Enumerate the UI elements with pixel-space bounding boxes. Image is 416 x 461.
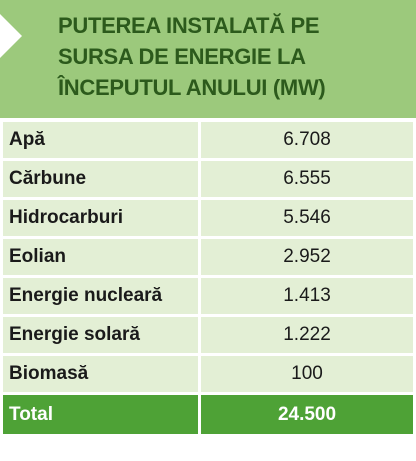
source-label: Energie solară — [0, 314, 201, 356]
table-row: Hidrocarburi 5.546 — [0, 197, 416, 239]
table-row: Energie solară 1.222 — [0, 314, 416, 356]
capacity-value: 5.546 — [198, 197, 416, 239]
title-line: ÎNCEPUTUL ANULUI (MW) — [58, 75, 326, 100]
capacity-value: 2.952 — [198, 236, 416, 278]
table-row: Apă 6.708 — [0, 119, 416, 161]
table: Apă 6.708 Cărbune 6.555 Hidrocarburi 5.546 Eol… — [0, 119, 416, 434]
table-row: Biomasă 100 — [0, 353, 416, 395]
title-line: PUTEREA INSTALATĂ PE — [58, 13, 320, 38]
table-row: Eolian 2.952 — [0, 236, 416, 278]
capacity-value: 100 — [198, 353, 416, 395]
header: PUTEREA INSTALATĂ PE SURSA DE ENERGIE LA Î… — [0, 0, 416, 118]
capacity-value: 1.413 — [198, 275, 416, 317]
table-body: Apă 6.708 Cărbune 6.555 Hidrocarburi 5.546 Eol… — [0, 119, 416, 434]
source-label: Hidrocarburi — [0, 197, 201, 239]
capacity-value: 1.222 — [198, 314, 416, 356]
source-label: Eolian — [0, 236, 201, 278]
table-row: Energie nucleară 1.413 — [0, 275, 416, 317]
title: PUTEREA INSTALATĂ PE SURSA DE ENERGIE LA Î… — [58, 10, 326, 103]
total-label: Total — [0, 392, 201, 434]
table-row: Cărbune 6.555 — [0, 158, 416, 200]
total-value: 24.500 — [198, 392, 416, 434]
source-label: Apă — [0, 119, 201, 161]
capacity-value: 6.555 — [198, 158, 416, 200]
source-label: Energie nucleară — [0, 275, 201, 317]
arrow-icon — [0, 14, 22, 58]
capacity-value: 6.708 — [198, 119, 416, 161]
arrow-shape — [0, 14, 22, 58]
source-label: Biomasă — [0, 353, 201, 395]
source-label: Cărbune — [0, 158, 201, 200]
total-row: Total 24.500 — [0, 392, 416, 434]
title-line: SURSA DE ENERGIE LA — [58, 44, 306, 69]
